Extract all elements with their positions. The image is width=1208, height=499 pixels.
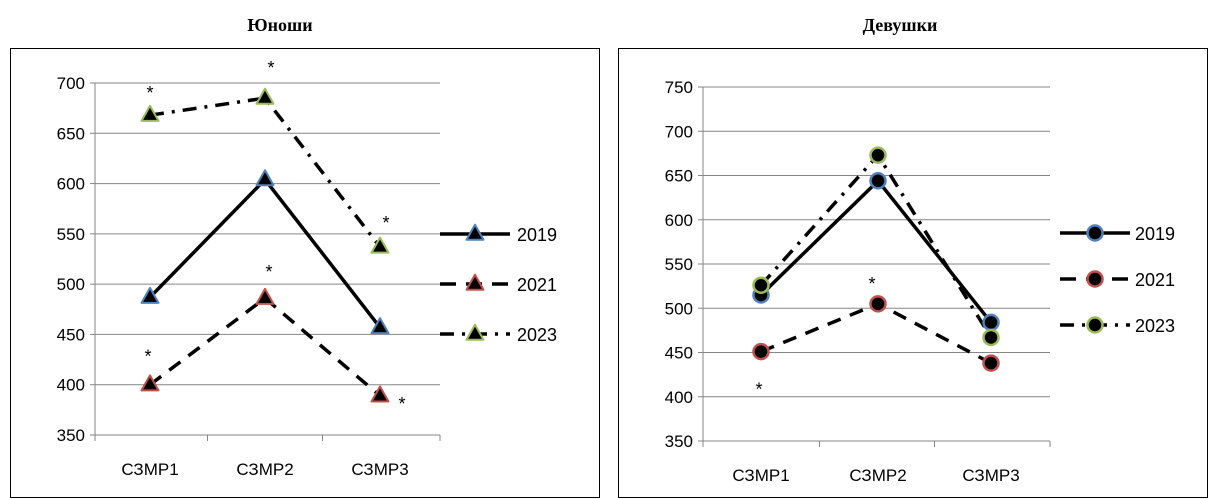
right-ytick-label-600: 600 bbox=[665, 211, 693, 230]
left-point-2019-2 bbox=[255, 169, 275, 187]
left-point-2021-2 bbox=[255, 287, 275, 305]
left-legend-marker-2019 bbox=[465, 223, 485, 241]
left-legend-label-2019: 2019 bbox=[517, 225, 557, 245]
left-ytick-label-500: 500 bbox=[57, 275, 85, 294]
left-ytick-label-450: 450 bbox=[57, 325, 85, 344]
left-annotation-1: * bbox=[146, 83, 153, 103]
right-point-2019-3 bbox=[982, 313, 1000, 332]
chart-frame-left bbox=[10, 48, 600, 498]
right-legend-marker-2021 bbox=[1086, 270, 1104, 288]
right-series-line-2021 bbox=[760, 301, 992, 365]
left-category-label-2: СЗМР2 bbox=[236, 460, 293, 479]
right-point-2021-2 bbox=[869, 295, 887, 313]
left-ytick-label-600: 600 bbox=[57, 175, 85, 194]
left-annotation-5: * bbox=[265, 262, 272, 282]
left-point-2019-3 bbox=[370, 317, 390, 335]
left-point-2021-3 bbox=[370, 385, 390, 403]
left-category-label-1: СЗМР1 bbox=[121, 460, 178, 479]
right-legend-label-2021: 2021 bbox=[1135, 270, 1175, 290]
right-legend-label-2019: 2019 bbox=[1135, 224, 1175, 244]
left-legend-marker-2021 bbox=[465, 273, 485, 291]
left-legend-label-2023: 2023 bbox=[517, 325, 557, 345]
left-point-2019-1 bbox=[140, 286, 160, 304]
right-ytick-label-750: 750 bbox=[665, 78, 693, 97]
right-point-2023-1 bbox=[752, 276, 770, 294]
right-ytick-label-350: 350 bbox=[665, 432, 693, 451]
left-point-2023-1 bbox=[140, 104, 160, 122]
right-point-2023-2 bbox=[869, 146, 887, 164]
right-legend-marker-2023 bbox=[1086, 316, 1104, 334]
right-category-label-3: СЗМР3 bbox=[962, 466, 1019, 485]
right-legend-marker-2019 bbox=[1086, 224, 1104, 242]
left-ytick-label-350: 350 bbox=[57, 426, 85, 445]
right-ytick-label-500: 500 bbox=[665, 299, 693, 318]
right-category-label-2: СЗМР2 bbox=[849, 466, 906, 485]
left-series-line-2023 bbox=[149, 96, 382, 249]
left-series-line-2021 bbox=[148, 295, 382, 398]
left-annotation-6: * bbox=[398, 394, 405, 414]
left-legend-marker-2023 bbox=[465, 323, 485, 341]
left-category-label-3: СЗМР3 bbox=[351, 460, 408, 479]
right-ytick-label-450: 450 bbox=[665, 344, 693, 363]
left-series-line-2019 bbox=[148, 176, 382, 329]
chart-title-left: Юноши bbox=[247, 15, 313, 35]
right-point-2019-2 bbox=[869, 172, 887, 190]
right-point-2021-1 bbox=[752, 342, 770, 361]
chart-frame-right bbox=[618, 48, 1208, 498]
left-ytick-label-550: 550 bbox=[57, 225, 85, 244]
right-point-2021-3 bbox=[982, 354, 1000, 372]
left-annotation-2: * bbox=[267, 58, 274, 78]
right-ytick-label-550: 550 bbox=[665, 255, 693, 274]
left-legend-label-2021: 2021 bbox=[517, 275, 557, 295]
left-ytick-label-650: 650 bbox=[57, 124, 85, 143]
left-point-2021-1 bbox=[140, 374, 160, 392]
left-ytick-label-400: 400 bbox=[57, 376, 85, 395]
right-point-2023-3 bbox=[982, 328, 1000, 347]
left-point-2023-3 bbox=[370, 236, 390, 254]
right-annotation-1: * bbox=[755, 380, 762, 400]
right-legend-label-2023: 2023 bbox=[1135, 316, 1175, 336]
left-annotation-4: * bbox=[144, 347, 151, 367]
right-ytick-label-700: 700 bbox=[665, 122, 693, 141]
left-annotation-3: * bbox=[382, 213, 389, 233]
left-point-2023-2 bbox=[255, 87, 275, 105]
right-ytick-label-650: 650 bbox=[665, 167, 693, 186]
right-category-label-1: СЗМР1 bbox=[732, 466, 789, 485]
left-ytick-label-700: 700 bbox=[57, 74, 85, 93]
right-ytick-label-400: 400 bbox=[665, 388, 693, 407]
right-annotation-2: * bbox=[868, 274, 875, 294]
chart-title-right: Девушки bbox=[862, 15, 938, 35]
